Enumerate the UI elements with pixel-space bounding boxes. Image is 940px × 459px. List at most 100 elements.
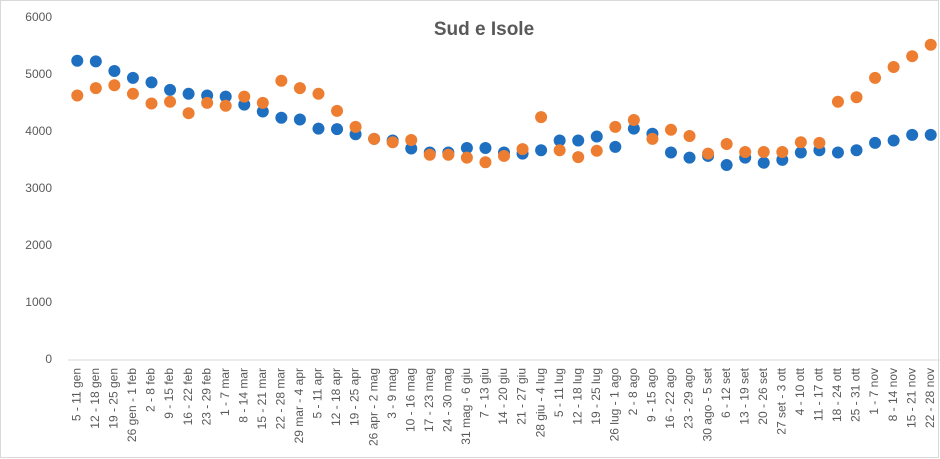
x-tick-label: 22 - 28 nov [923, 368, 937, 428]
marker [386, 136, 399, 149]
marker [627, 122, 640, 135]
x-tick-label: 7 - 13 giu [478, 368, 492, 418]
marker [831, 146, 844, 159]
y-tick-label: 2000 [25, 238, 52, 252]
x-tick-label: 25 - 31 ott [849, 367, 863, 422]
marker [720, 159, 733, 172]
marker [590, 144, 603, 157]
x-tick-label: 19 - 25 lug [589, 368, 603, 425]
x-tick-label: 16 - 22 ago [663, 368, 677, 429]
x-tick-label: 21 - 27 giu [515, 368, 529, 425]
x-tick-label: 5 - 11 gen [69, 368, 83, 421]
marker [590, 130, 603, 143]
x-tick-label: 5 - 11 apr [311, 368, 325, 418]
x-tick-label: 23 - 29 ago [682, 368, 696, 429]
x-tick-label: 2 - 8 ago [626, 368, 640, 416]
x-tick-label: 9 - 15 feb [162, 368, 176, 419]
marker [683, 129, 696, 142]
marker [646, 132, 659, 145]
marker [924, 128, 937, 141]
marker [794, 146, 807, 159]
marker [535, 111, 548, 124]
x-tick-label: 31 mag - 6 giu [459, 368, 473, 445]
marker [460, 141, 473, 154]
marker [572, 151, 585, 164]
marker [664, 146, 677, 159]
marker [609, 120, 622, 133]
marker [720, 137, 733, 150]
x-tick-label: 11 - 17 ott [812, 367, 826, 421]
marker [349, 120, 362, 133]
marker [553, 134, 566, 147]
marker [293, 113, 306, 126]
marker [572, 134, 585, 147]
marker [312, 87, 325, 100]
marker [757, 145, 770, 158]
marker [776, 145, 789, 158]
x-tick-label: 12 - 18 gen [88, 368, 102, 429]
x-tick-label: 6 - 12 set [719, 367, 733, 418]
marker [794, 136, 807, 149]
marker [126, 71, 139, 84]
x-tick-label: 9 - 15 ago [645, 368, 659, 422]
marker [831, 95, 844, 108]
marker [405, 133, 418, 146]
marker [479, 141, 492, 154]
marker [683, 151, 696, 164]
marker [887, 134, 900, 147]
x-tick-label: 13 - 19 set [737, 367, 751, 424]
marker [405, 142, 418, 155]
x-tick-label: 27 set - 3 ott [774, 367, 788, 434]
marker [293, 82, 306, 95]
marker [850, 91, 863, 104]
marker [238, 90, 251, 103]
marker [331, 104, 344, 117]
marker [145, 97, 158, 110]
x-tick-label: 22 - 28 mar [274, 368, 288, 429]
x-tick-label: 1 - 7 nov [867, 368, 881, 415]
marker [89, 82, 102, 95]
marker [627, 114, 640, 127]
x-tick-label: 19 - 25 gen [107, 368, 121, 429]
x-tick-label: 4 - 10 ott [793, 367, 807, 415]
marker [89, 55, 102, 68]
x-tick-label: 30 ago - 5 set [700, 367, 714, 441]
marker [442, 148, 455, 161]
marker [219, 99, 232, 112]
x-tick-label: 23 - 29 feb [199, 368, 213, 426]
marker [256, 105, 269, 118]
marker [906, 50, 919, 63]
marker [108, 65, 121, 78]
x-tick-label: 18 - 24 ott [830, 367, 844, 422]
x-tick-label: 10 - 16 mag [403, 368, 417, 432]
x-tick-label: 17 - 23 mag [422, 368, 436, 432]
y-tick-label: 6000 [25, 10, 52, 24]
marker [498, 149, 510, 162]
x-tick-label: 26 apr - 2 mag [366, 368, 380, 446]
marker [201, 96, 214, 109]
marker [757, 156, 770, 169]
x-tick-label: 1 - 7 mar [218, 368, 232, 416]
x-tick-label: 26 gen - 1 feb [125, 368, 139, 442]
x-tick-label: 26 lug - 1 ago [607, 368, 621, 442]
marker [924, 38, 937, 51]
marker [460, 151, 473, 164]
marker [887, 61, 900, 74]
marker [739, 145, 752, 158]
x-tick-label: 15 - 21 nov [904, 368, 918, 428]
y-tick-label: 4000 [25, 124, 52, 138]
marker [71, 54, 84, 67]
y-tick-label: 3000 [25, 181, 52, 195]
marker [368, 132, 381, 145]
x-tick-label: 15 - 21 mar [255, 368, 269, 429]
marker [553, 144, 566, 157]
y-tick-label: 1000 [25, 295, 52, 309]
x-tick-label: 5 - 11 lug [552, 368, 566, 417]
marker [71, 89, 84, 102]
marker [850, 144, 863, 157]
y-tick-label: 5000 [25, 67, 52, 81]
marker [813, 136, 826, 149]
x-tick-label: 29 mar - 4 apr [292, 368, 306, 443]
